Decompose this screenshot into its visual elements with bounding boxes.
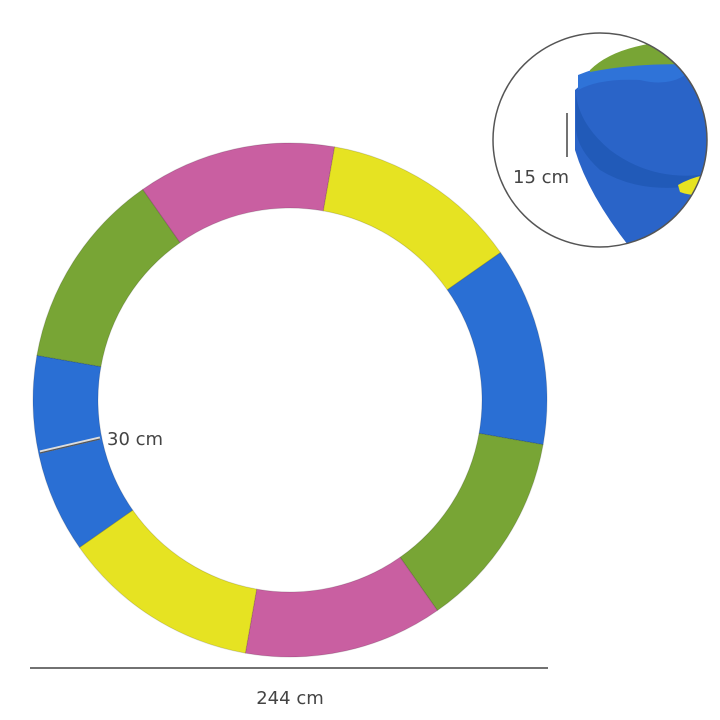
width-indicator-line bbox=[39, 438, 101, 454]
pad-segment bbox=[446, 251, 548, 446]
pad-segment bbox=[141, 142, 336, 244]
pad-segment bbox=[32, 354, 134, 549]
pad-segment bbox=[399, 432, 544, 612]
diameter-label: 244 cm bbox=[256, 688, 324, 709]
pad-ring bbox=[32, 142, 548, 658]
width-label: 30 cm bbox=[107, 429, 163, 450]
pad-segment bbox=[36, 188, 181, 368]
width-seam bbox=[39, 436, 101, 454]
height-label: 15 cm bbox=[513, 167, 569, 188]
pad-segment bbox=[78, 509, 258, 654]
pad-segment bbox=[322, 146, 502, 291]
pad-segment bbox=[244, 556, 439, 658]
height-detail-inset bbox=[492, 32, 708, 248]
